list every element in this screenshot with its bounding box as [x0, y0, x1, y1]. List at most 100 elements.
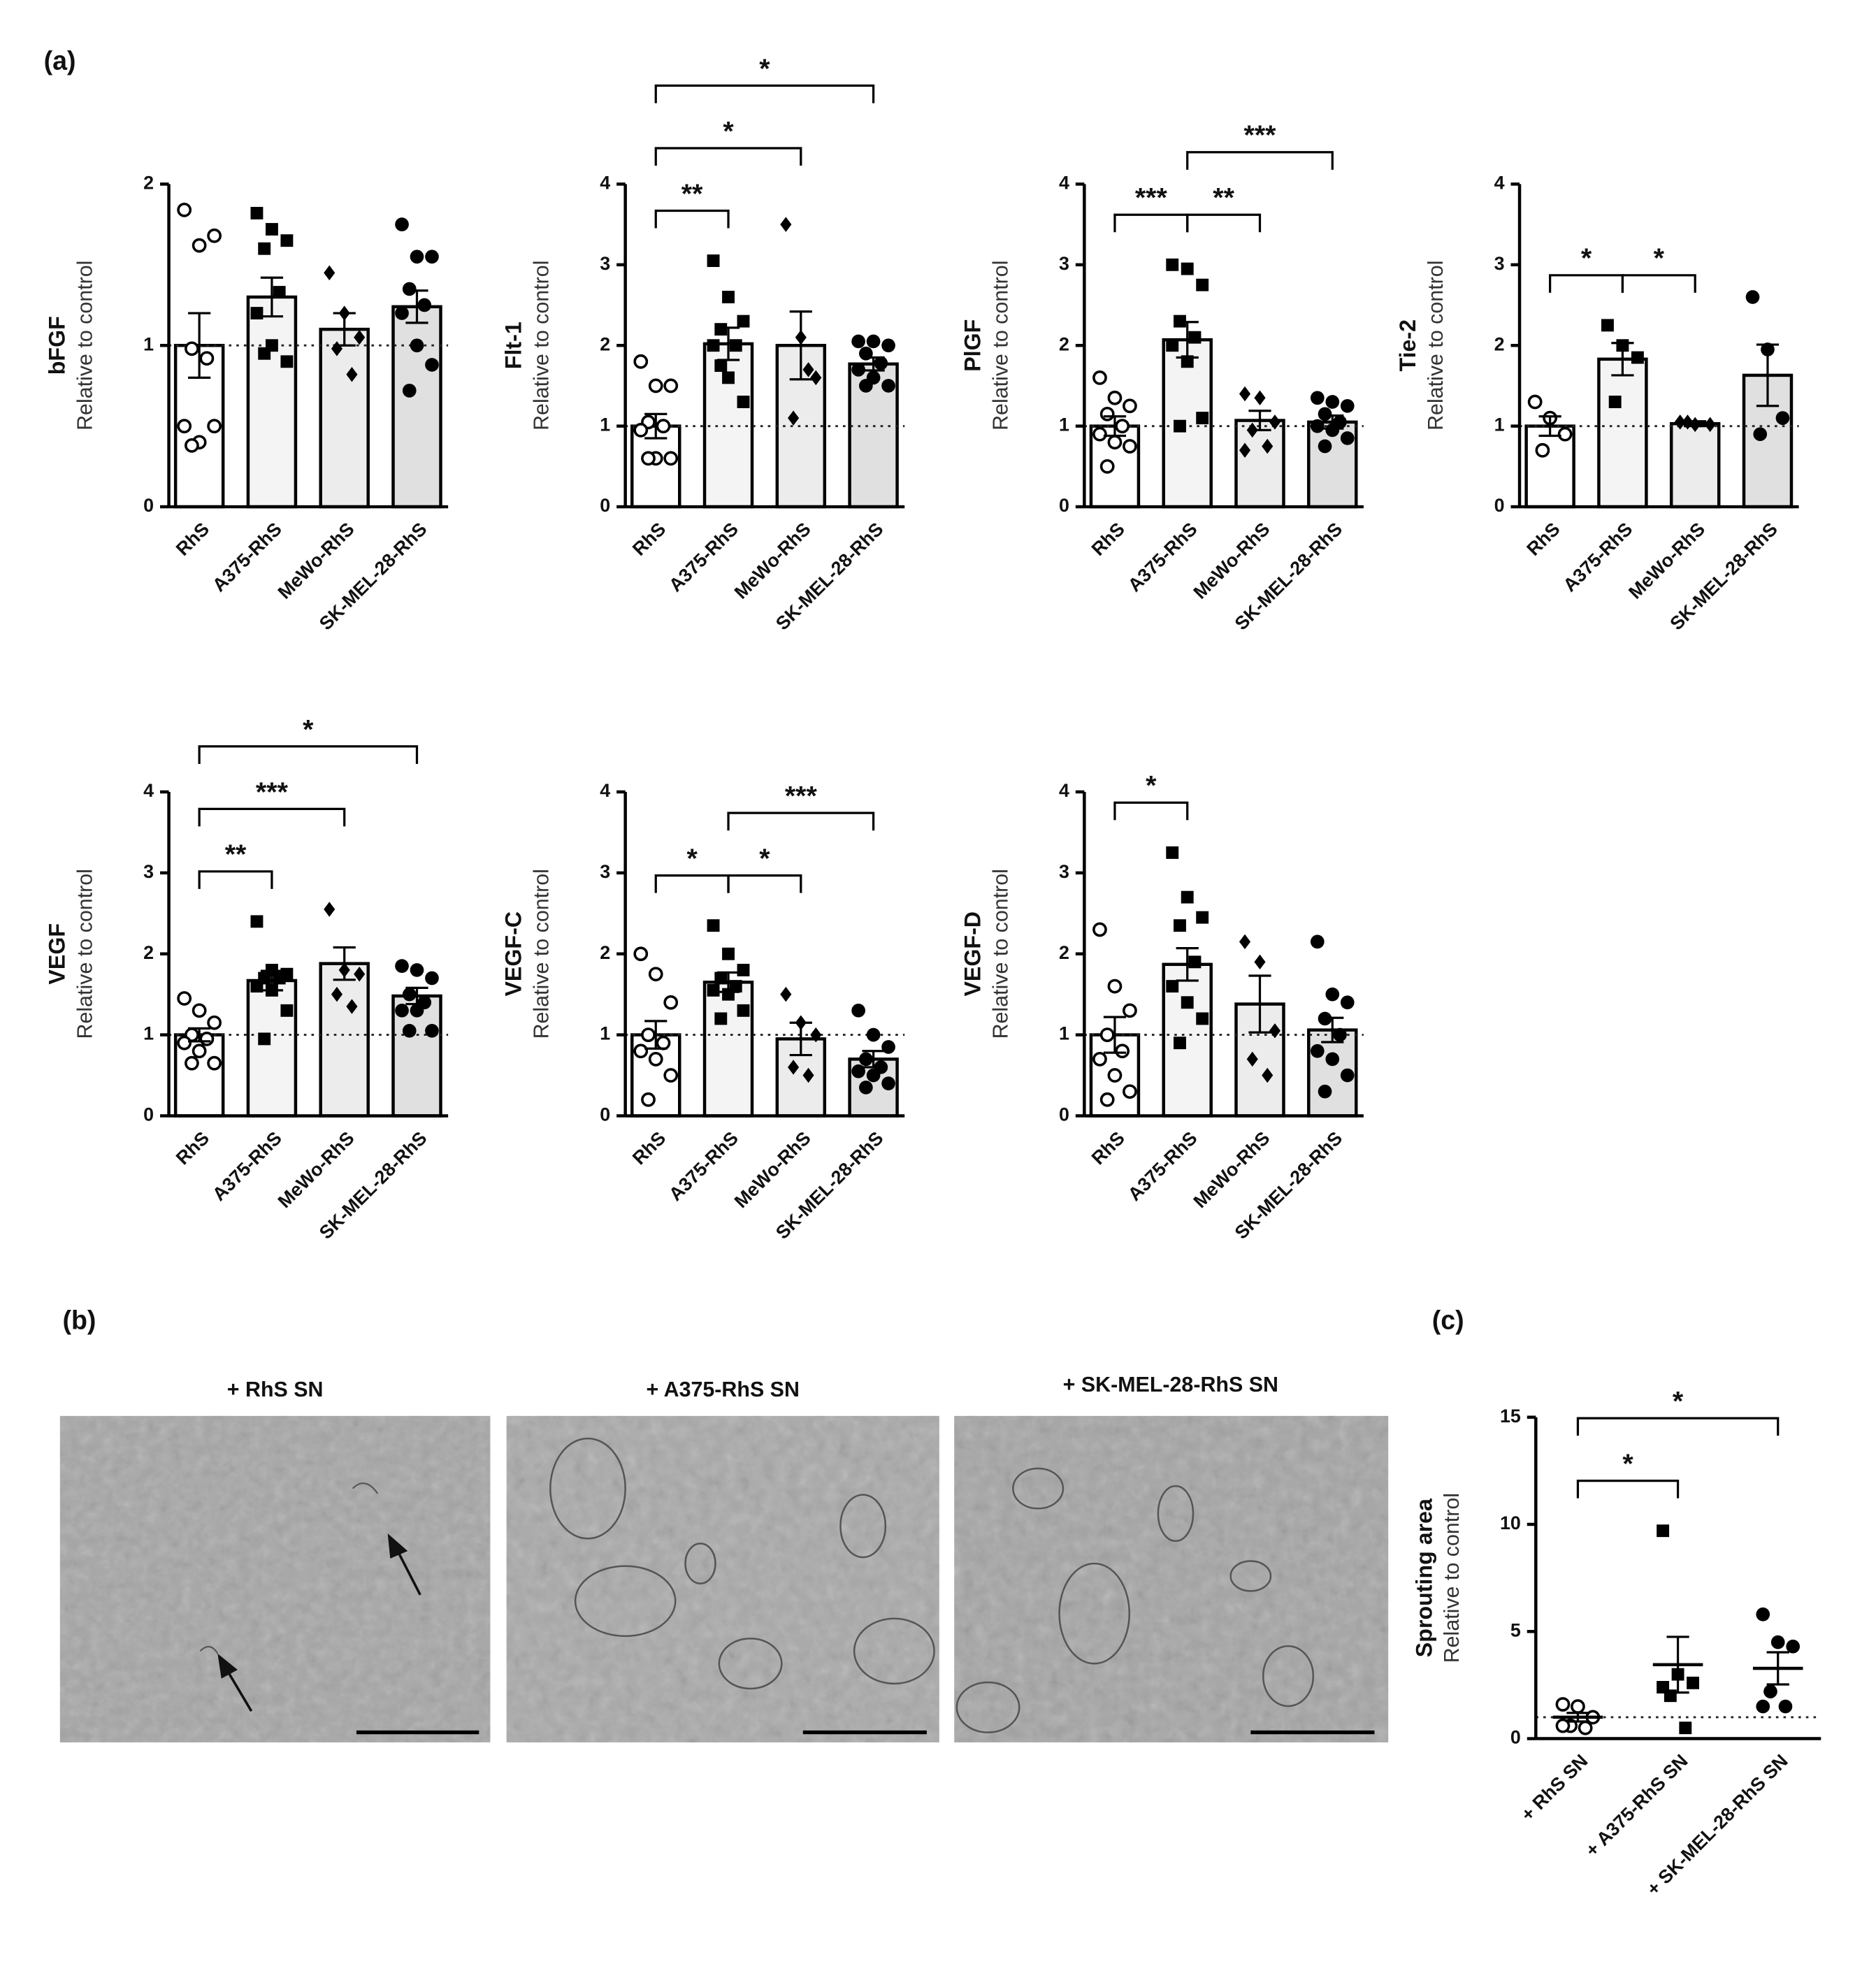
data-point: [1099, 1092, 1115, 1107]
significance-label: *: [759, 844, 770, 874]
x-tick-label: RhS: [1522, 519, 1564, 560]
image-title: + RhS SN: [227, 1378, 324, 1401]
x-tick-label: A375-RhS: [1559, 519, 1637, 596]
micrograph: [954, 1415, 1389, 1742]
significance-bracket: [198, 745, 419, 764]
data-point: [1775, 411, 1790, 425]
y-tick-label: 3: [600, 253, 610, 274]
error-bar: [405, 986, 428, 1006]
y-tick-label: 10: [1500, 1512, 1521, 1533]
x-tick-label: + A375-RhS SN: [1581, 1750, 1691, 1861]
data-point: [1254, 390, 1266, 405]
data-point: [1340, 398, 1355, 413]
data-point: [185, 1055, 199, 1071]
bar: [702, 981, 754, 1118]
y-axis-title: VEGF-D: [960, 911, 985, 997]
significance-bracket: [198, 807, 346, 827]
data-point: [780, 986, 792, 1002]
data-point: [395, 306, 409, 320]
data-point: [324, 902, 335, 917]
data-point: [1687, 1676, 1699, 1689]
x-tick-label: RhS: [172, 519, 213, 560]
x-tick-label: A375-RhS: [1124, 519, 1202, 596]
data-point: [410, 1004, 424, 1018]
data-point: [280, 1004, 294, 1017]
data-point: [177, 991, 192, 1006]
significance-label: *: [723, 116, 734, 147]
data-point: [633, 1044, 649, 1059]
data-point: [788, 1060, 800, 1075]
data-point: [1310, 934, 1325, 949]
error-bar: [1756, 343, 1780, 407]
y-axis-subtitle: Relative to control: [530, 261, 554, 431]
data-point: [250, 307, 264, 320]
data-point: [1239, 386, 1251, 402]
y-tick-label: 1: [143, 333, 154, 354]
data-point: [1115, 1044, 1130, 1059]
data-point: [1092, 1051, 1107, 1067]
error-bar: [260, 276, 284, 318]
data-point: [859, 1052, 873, 1067]
significance-label: ***: [256, 777, 289, 807]
data-point: [1333, 1027, 1347, 1042]
data-point: [1166, 980, 1179, 993]
data-point: [663, 1068, 679, 1083]
data-point: [425, 1023, 439, 1038]
data-point: [280, 234, 294, 247]
data-point: [1181, 262, 1194, 275]
data-point: [250, 980, 264, 993]
data-point: [1631, 351, 1644, 364]
error-bar: [405, 289, 428, 324]
data-point: [1123, 439, 1137, 454]
error-bar: [1176, 321, 1199, 359]
y-tick-label: 3: [1059, 861, 1069, 882]
y-axis-title: Tie-2: [1395, 319, 1420, 372]
data-point: [395, 959, 409, 973]
error-bar: [1538, 415, 1561, 438]
significance-label: *: [1622, 1449, 1633, 1480]
y-tick-label: 1: [1494, 414, 1505, 435]
data-point: [1786, 1639, 1801, 1654]
data-point: [410, 338, 424, 353]
significance-bracket: [654, 84, 875, 103]
bar: [246, 979, 298, 1118]
error-bar: [789, 1021, 812, 1057]
data-point: [402, 282, 417, 296]
data-point: [1123, 1084, 1137, 1099]
significance-label: ***: [785, 781, 818, 811]
data-point: [859, 379, 873, 393]
y-axis-title: bFGF: [45, 316, 70, 375]
y-tick-label: 0: [1510, 1727, 1521, 1748]
error-bar: [789, 310, 812, 381]
error-bar: [1248, 410, 1271, 432]
data-point: [258, 242, 271, 255]
data-point: [354, 966, 366, 982]
significance-label: *: [686, 844, 698, 874]
data-point: [1555, 1718, 1571, 1733]
data-point: [866, 1068, 881, 1083]
significance-label: **: [681, 178, 703, 209]
data-point: [707, 983, 720, 997]
data-point: [737, 963, 750, 976]
data-point: [780, 217, 792, 232]
y-tick-label: 2: [143, 172, 154, 193]
error-bar: [862, 1050, 885, 1069]
y-tick-label: 2: [1059, 942, 1069, 963]
significance-label: **: [225, 839, 247, 870]
data-point: [185, 341, 199, 356]
data-point: [1310, 391, 1325, 405]
y-axis-title: VEGF-C: [501, 911, 526, 997]
data-point: [1107, 979, 1123, 994]
significance-label: *: [303, 714, 314, 745]
data-point: [722, 371, 735, 384]
y-tick-label: 1: [143, 1023, 154, 1044]
significance-label: *: [1673, 1386, 1684, 1417]
data-point: [346, 999, 358, 1014]
significance-bracket: [1576, 1417, 1780, 1436]
data-point: [633, 354, 649, 369]
data-point: [402, 987, 417, 1002]
data-point: [1099, 1027, 1115, 1042]
data-point: [410, 250, 424, 264]
y-tick-label: 4: [1059, 780, 1069, 801]
x-tick-label: RhS: [628, 1127, 670, 1169]
